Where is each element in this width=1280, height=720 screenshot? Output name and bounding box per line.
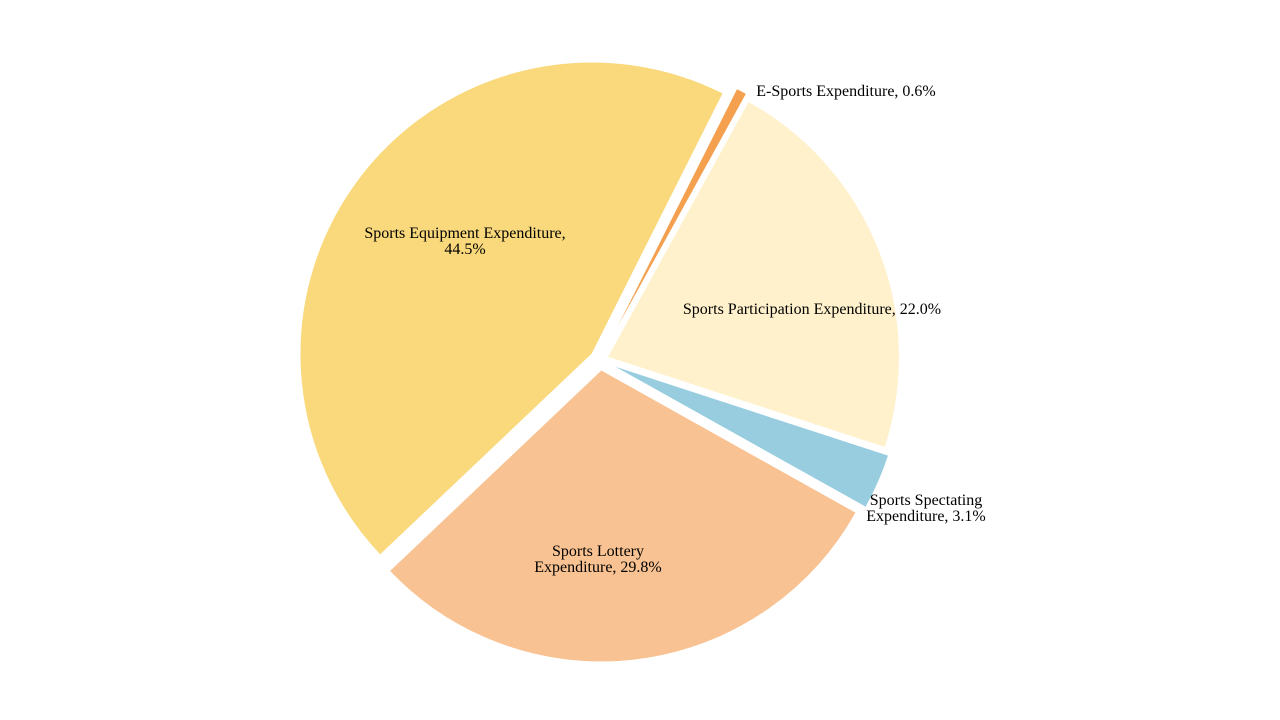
- label-sports-equipment-expenditure: Sports Equipment Expenditure, 44.5%: [364, 225, 565, 258]
- pie-slices: [299, 61, 900, 663]
- label-sports-participation-expenditure: Sports Participation Expenditure, 22.0%: [683, 301, 941, 318]
- pie-labels: E-Sports Expenditure, 0.6% Sports Partici…: [364, 83, 985, 576]
- label-e-sports-expenditure: E-Sports Expenditure, 0.6%: [756, 83, 936, 100]
- label-sports-lottery-expenditure: Sports Lottery Expenditure, 29.8%: [534, 543, 662, 576]
- slice-sports-spectating-expenditure: [610, 364, 890, 509]
- label-sports-spectating-expenditure: Sports Spectating Expenditure, 3.1%: [866, 492, 986, 525]
- slice-sports-equipment-expenditure: [299, 61, 724, 556]
- slice-sports-participation-expenditure: [606, 100, 900, 449]
- slice-sports-lottery-expenditure: [388, 369, 857, 663]
- slice-e-sports-expenditure: [605, 87, 748, 350]
